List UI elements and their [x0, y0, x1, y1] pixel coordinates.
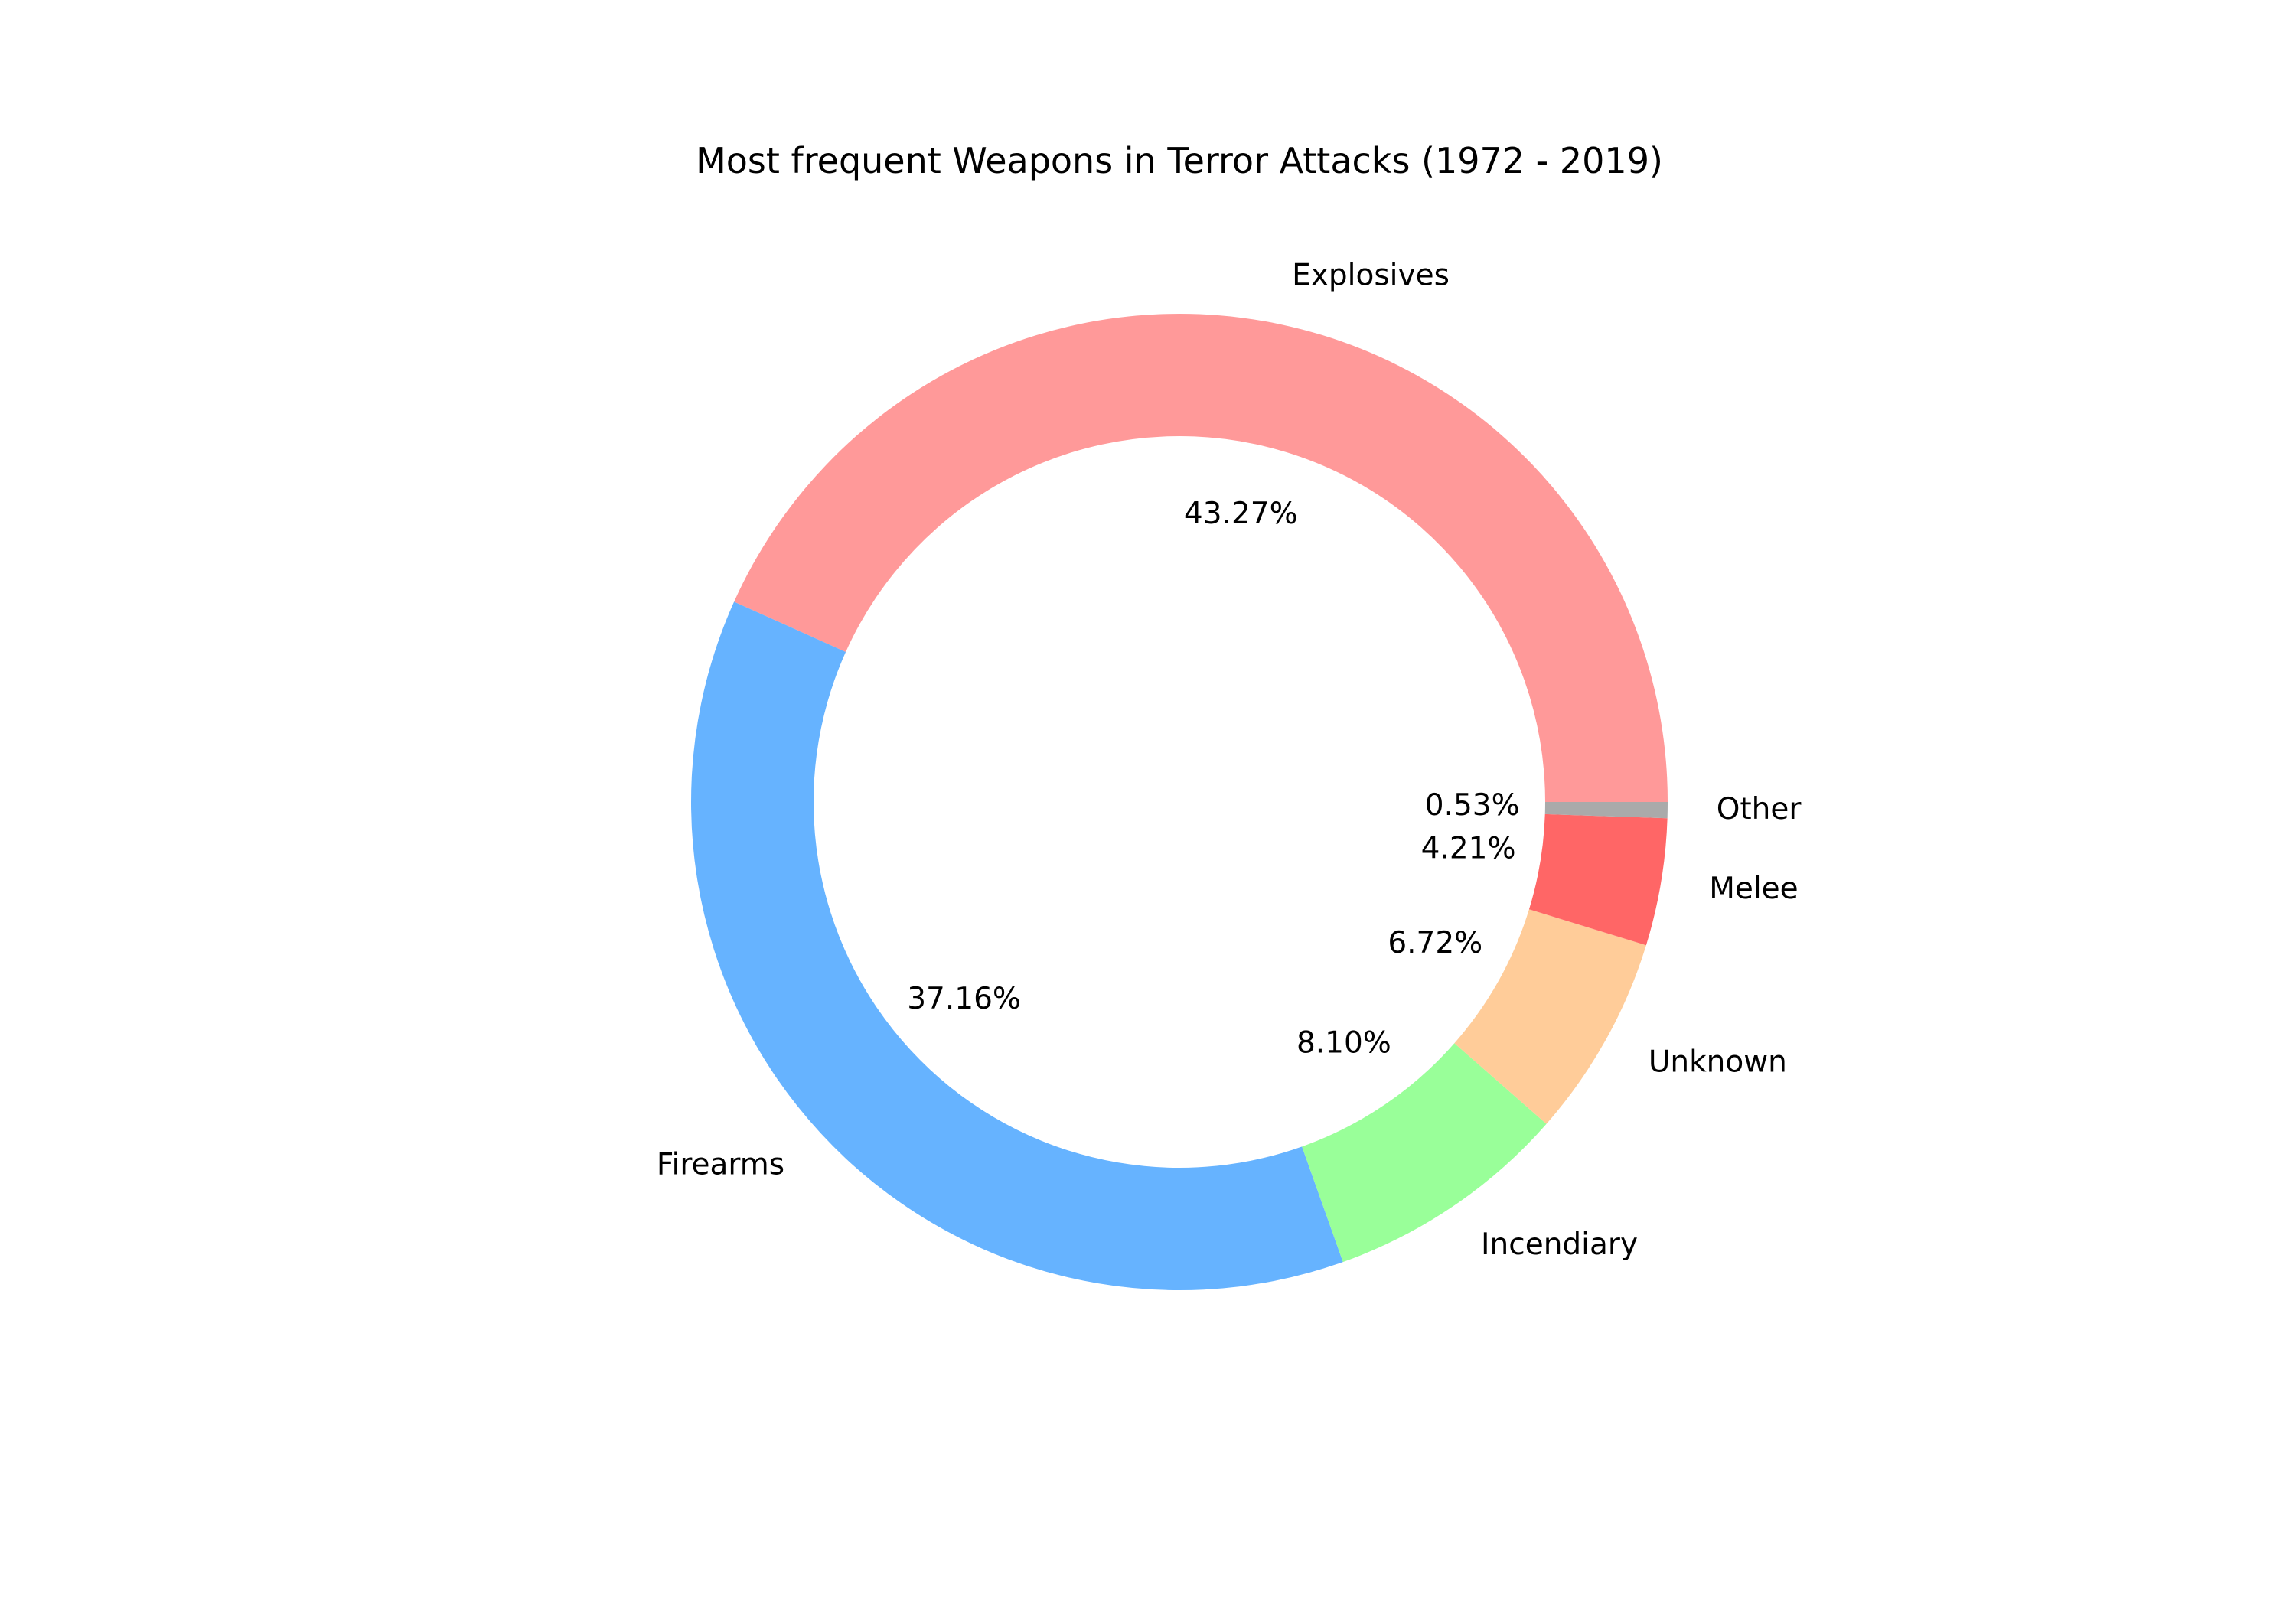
chart-title: Most frequent Weapons in Terror Attacks …: [696, 140, 1663, 181]
slice-percent-unknown: 6.72%: [1388, 926, 1482, 960]
slice-label-incendiary: Incendiary: [1481, 1227, 1638, 1262]
slice-label-other: Other: [1717, 792, 1802, 826]
slice-firearms: [690, 601, 1343, 1290]
slice-percent-other: 0.53%: [1425, 788, 1520, 823]
slice-percent-explosives: 43.27%: [1184, 497, 1298, 531]
slice-label-explosives: Explosives: [1292, 258, 1450, 292]
slice-percent-melee: 4.21%: [1421, 832, 1516, 866]
slice-incendiary: [1302, 1043, 1547, 1263]
slice-percent-firearms: 37.16%: [907, 982, 1021, 1016]
slice-unknown: [1454, 909, 1646, 1124]
slice-percent-labels: 43.27% 37.16% 8.10% 6.72% 4.21% 0.53%: [907, 497, 1519, 1060]
slice-labels: Explosives Firearms Incendiary Unknown Melee…: [657, 258, 1802, 1262]
slice-other: [1544, 802, 1668, 819]
slice-label-unknown: Unknown: [1649, 1045, 1787, 1079]
slice-melee: [1528, 813, 1668, 946]
donut-slices: [690, 314, 1668, 1290]
slice-label-melee: Melee: [1709, 872, 1798, 906]
slice-explosives: [734, 314, 1668, 802]
slice-percent-incendiary: 8.10%: [1296, 1025, 1391, 1060]
slice-label-firearms: Firearms: [657, 1147, 784, 1182]
